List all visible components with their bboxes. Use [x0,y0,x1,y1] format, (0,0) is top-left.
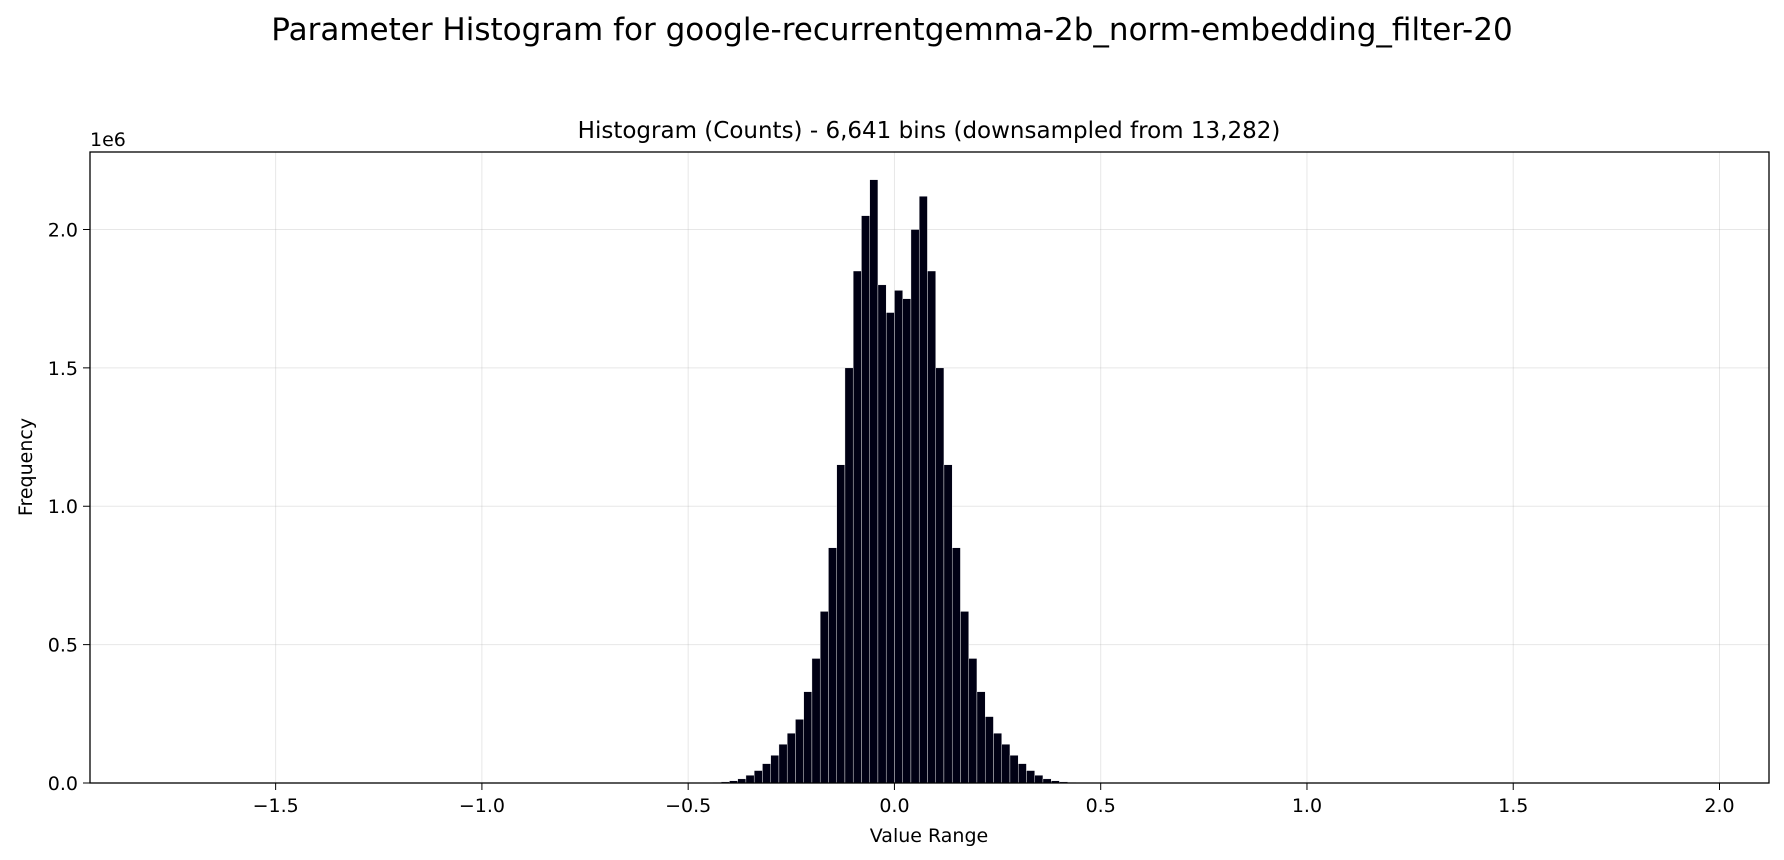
x-tick-label: −0.5 [665,795,711,817]
histogram-bar [795,719,804,784]
histogram-bar [811,658,821,784]
x-tick-label: 0.5 [1086,795,1116,817]
plot-frame [89,151,1770,784]
x-tick-label: −1.0 [459,795,505,817]
histogram-bar [828,547,837,784]
y-tick-label: 2.0 [48,219,78,241]
histogram-bar [803,691,813,784]
histogram-bar [852,270,862,784]
histogram-bar [1026,770,1035,784]
histogram-bar [993,732,1002,784]
histogram-bar [877,284,887,784]
histogram-bar [885,312,895,784]
histogram-bar [844,367,854,784]
x-axis-ticks: −1.5 −1.0 −0.5 0.0 0.5 1.0 1.5 2.0 [253,783,1735,817]
histogram-bar [745,775,755,784]
y-tick-label: 0.0 [48,773,78,795]
histogram-bar [918,196,928,784]
x-tick-label: 0.0 [879,795,909,817]
histogram-bar [786,732,796,784]
histogram-bar [1034,775,1044,784]
histogram-bar [984,716,994,784]
histogram-bar [927,270,936,784]
histogram-bar [910,229,920,784]
histogram-bar [951,547,961,784]
x-tick-label: −1.5 [253,795,299,817]
histogram-bar [935,367,945,784]
histogram-bar [1001,744,1011,784]
histogram-bar [770,755,780,784]
y-tick-label: 1.5 [48,358,78,380]
x-axis-label: Value Range [870,825,988,847]
histogram-bar [861,215,870,784]
histogram-bar [836,464,846,784]
histogram-bar [943,464,953,784]
histogram-bar [753,770,763,784]
figure-suptitle: Parameter Histogram for google-recurrent… [271,12,1512,48]
histogram-bar [819,611,829,784]
x-tick-label: 1.0 [1292,795,1322,817]
y-tick-label: 1.0 [48,496,78,518]
y-axis-ticks: 0.0 0.5 1.0 1.5 2.0 [48,219,90,795]
histogram-bar [1017,763,1027,784]
histogram-bar [762,763,771,784]
chart-title: Histogram (Counts) - 6,641 bins (downsam… [578,118,1281,144]
y-offset-label: 1e6 [90,129,126,151]
histogram-bar [869,179,879,784]
histogram-bar [778,744,788,784]
y-tick-label: 0.5 [48,635,78,657]
histogram-bar [976,691,986,784]
histogram-bar [894,290,903,784]
histogram-bar [1009,755,1019,784]
y-axis-label: Frequency [15,418,37,516]
histogram-bar [968,658,978,784]
histogram-bars [704,179,1085,784]
x-tick-label: 2.0 [1704,795,1734,817]
x-tick-label: 1.5 [1498,795,1528,817]
histogram-bar [960,611,969,784]
histogram-bar [902,298,912,784]
